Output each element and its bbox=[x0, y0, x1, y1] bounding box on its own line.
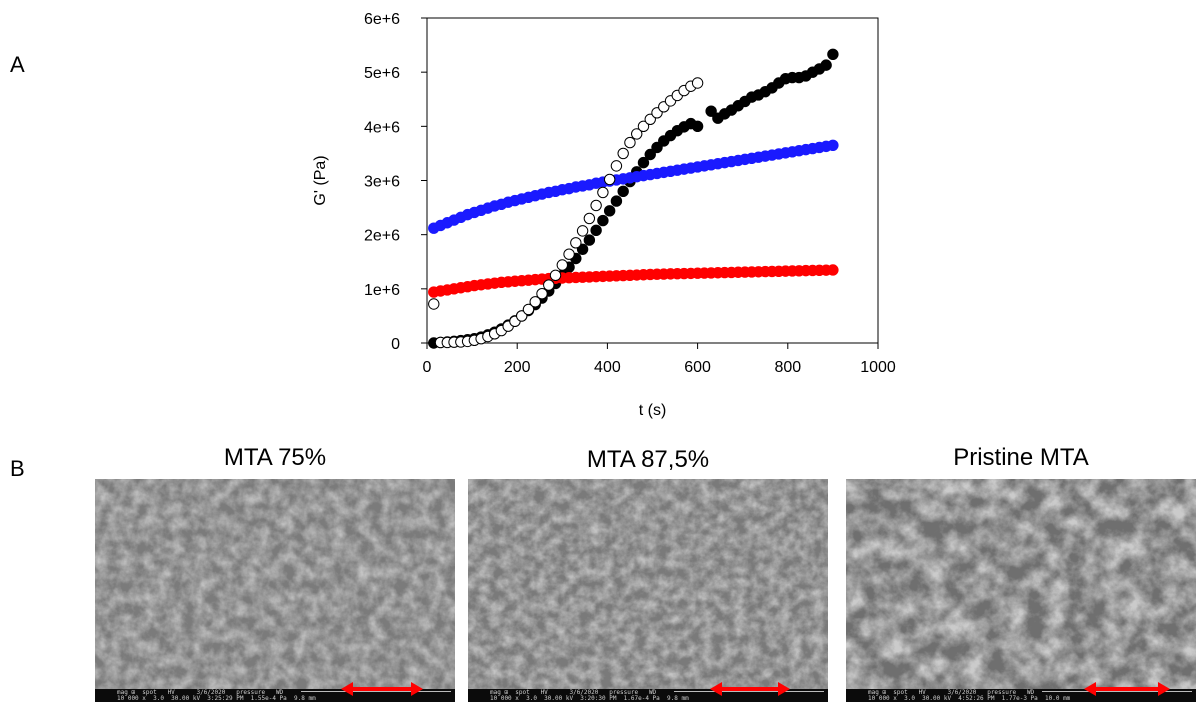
sem-texture bbox=[95, 479, 455, 702]
scale-arrow-icon bbox=[341, 682, 423, 696]
data-point bbox=[590, 199, 602, 212]
data-point bbox=[705, 105, 717, 117]
data-point bbox=[549, 269, 562, 281]
data-point bbox=[576, 243, 589, 255]
data-point bbox=[637, 156, 650, 169]
data-point bbox=[617, 185, 629, 198]
y-tick-label: 0 bbox=[391, 336, 400, 353]
rheology-chart: 0 200 400 600 800 1000 0 1e+6 2e+6 3e+6 4e+6 5e+6 6e… bbox=[312, 11, 896, 419]
x-tick-label: 200 bbox=[504, 359, 531, 376]
panel-label-b: B bbox=[10, 456, 25, 481]
sem-texture bbox=[468, 479, 828, 702]
sem-title-pristine-mta: Pristine MTA bbox=[953, 444, 1089, 471]
sem-title-mta-87-5: MTA 87,5% bbox=[586, 446, 710, 473]
y-tick-label: 1e+6 bbox=[364, 282, 400, 299]
scale-arrow-icon bbox=[1084, 682, 1170, 696]
data-point bbox=[827, 139, 839, 151]
sem-info-bar: mag ⊞ spot HV 3/6/2020 pressure WD 10 00… bbox=[95, 689, 455, 702]
data-point bbox=[644, 148, 656, 161]
data-point bbox=[617, 147, 629, 160]
data-point bbox=[597, 186, 609, 199]
data-point bbox=[536, 288, 548, 300]
series-1 bbox=[428, 48, 839, 349]
sem-image-mta-75: mag ⊞ spot HV 3/6/2020 pressure WD 10 00… bbox=[95, 479, 455, 702]
data-point bbox=[827, 264, 839, 276]
sem-texture bbox=[846, 479, 1196, 702]
x-tick-label: 1000 bbox=[860, 359, 896, 376]
series-2 bbox=[428, 139, 839, 234]
data-point bbox=[583, 212, 596, 225]
sem-info-text: mag ⊞ spot HV 3/6/2020 pressure WD 10 00… bbox=[868, 689, 1071, 702]
y-tick-label: 5e+6 bbox=[364, 65, 400, 82]
y-tick-label: 3e+6 bbox=[364, 174, 400, 191]
data-point bbox=[516, 310, 528, 322]
data-point bbox=[651, 141, 663, 154]
data-point bbox=[563, 248, 575, 260]
x-axis-label: t (s) bbox=[639, 402, 667, 419]
data-point bbox=[691, 120, 704, 133]
data-point bbox=[610, 160, 623, 172]
x-tick-label: 400 bbox=[594, 359, 621, 376]
data-point bbox=[597, 214, 609, 227]
data-point bbox=[624, 136, 636, 149]
data-point bbox=[637, 120, 650, 133]
series-0 bbox=[428, 77, 704, 349]
sem-image-mta-87-5: mag ⊞ spot HV 3/6/2020 pressure WD 10 00… bbox=[468, 479, 828, 702]
data-point bbox=[610, 195, 623, 207]
y-tick-label: 4e+6 bbox=[364, 119, 400, 136]
plot-frame bbox=[426, 17, 879, 344]
data-point bbox=[570, 237, 582, 249]
data-point bbox=[590, 224, 602, 237]
chart-marks bbox=[428, 48, 839, 349]
panel-label-a: A bbox=[10, 52, 25, 77]
y-axis-label: G' (Pa) bbox=[312, 155, 329, 205]
data-point bbox=[428, 298, 440, 310]
scale-arrow-icon bbox=[710, 682, 790, 696]
data-point bbox=[583, 234, 596, 246]
scale-bar bbox=[1042, 691, 1192, 701]
data-point bbox=[576, 225, 589, 237]
sem-title-mta-75: MTA 75% bbox=[223, 444, 327, 471]
x-tick-label: 800 bbox=[774, 359, 801, 376]
data-point bbox=[631, 128, 643, 140]
data-point bbox=[529, 296, 541, 308]
data-point bbox=[691, 77, 704, 89]
y-tick-label: 6e+6 bbox=[364, 11, 400, 28]
y-tick-label: 2e+6 bbox=[364, 228, 400, 245]
x-tick-label: 0 bbox=[423, 359, 432, 376]
data-point bbox=[543, 279, 555, 291]
sem-info-bar: mag ⊞ spot HV 3/6/2020 pressure WD 10 00… bbox=[468, 689, 828, 702]
data-point bbox=[556, 259, 568, 271]
data-point bbox=[522, 303, 535, 316]
series-3 bbox=[428, 264, 839, 298]
scale-bar bbox=[674, 691, 824, 701]
chart-axes: 0 200 400 600 800 1000 0 1e+6 2e+6 3e+6 4e+6 5e+6 6e… bbox=[364, 11, 896, 376]
sem-info-text: mag ⊞ spot HV 3/6/2020 pressure WD 10 00… bbox=[490, 689, 689, 702]
scale-bar bbox=[301, 691, 451, 701]
x-tick-label: 600 bbox=[684, 359, 711, 376]
data-point bbox=[603, 205, 616, 217]
data-point bbox=[644, 113, 656, 125]
data-point bbox=[820, 59, 832, 71]
data-point bbox=[827, 48, 839, 60]
sem-info-text: mag ⊞ spot HV 3/6/2020 pressure WD 10 00… bbox=[117, 689, 316, 702]
sem-image-pristine-mta: mag ⊞ spot HV 3/6/2020 pressure WD 10 00… bbox=[846, 479, 1196, 702]
data-point bbox=[603, 173, 616, 186]
sem-info-bar: mag ⊞ spot HV 3/6/2020 pressure WD 10 00… bbox=[846, 689, 1196, 702]
